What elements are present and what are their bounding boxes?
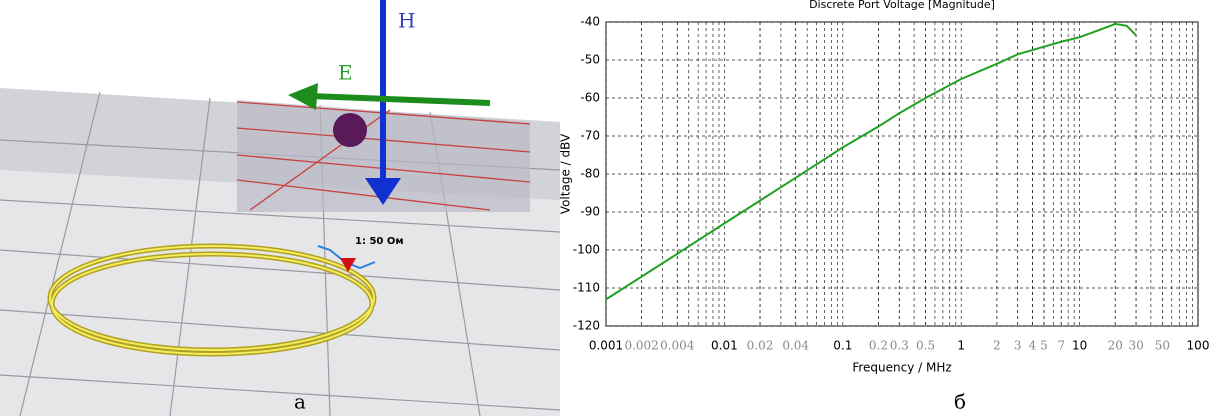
x-tick-label: 0.3 [890,339,909,353]
x-tick-label: 4 [1029,339,1037,353]
h-label: H [398,9,415,33]
x-tick-label: 0.02 [747,339,774,353]
x-tick-label: 7 [1057,339,1065,353]
x-tick-label: 0.1 [833,339,852,353]
y-axis-title: Voltage / dBV [559,133,573,214]
y-tick-label: -120 [573,319,600,333]
y-tick-label: -50 [580,53,600,67]
x-tick-label: 5 [1040,339,1048,353]
port-label: 1: 50 Ом [355,236,404,247]
x-tick-label: 1 [957,339,965,353]
y-tick-label: -60 [580,91,600,105]
y-tick-label: -90 [580,205,600,219]
x-tick-label: 0.004 [660,339,695,353]
x-tick-label: 0.2 [869,339,888,353]
x-tick-label: 0.04 [782,339,809,353]
x-tick-label: 0.01 [711,339,738,353]
y-tick-label: -100 [573,243,600,257]
x-tick-label: 10 [1072,339,1087,353]
e-label: E [338,61,353,85]
chart-title: Discrete Port Voltage [Magnitude] [809,0,995,11]
x-tick-label: 2 [993,339,1001,353]
y-tick-label: -40 [580,15,600,29]
panel-a-scene: H E 1: 50 Ом а [0,0,560,416]
x-tick-label: 50 [1155,339,1170,353]
x-axis-title: Frequency / MHz [852,361,951,375]
x-tick-label: 3 [1014,339,1022,353]
x-tick-label: 0.001 [589,339,623,353]
y-tick-label: -80 [580,167,600,181]
caption-b: б [954,390,966,414]
x-tick-label: 0.002 [624,339,658,353]
x-tick-label: 20 [1108,339,1123,353]
y-tick-label: -110 [573,281,600,295]
x-tick-label: 100 [1187,339,1210,353]
x-tick-label: 0.5 [916,339,935,353]
caption-a: а [294,390,306,414]
y-tick-label: -70 [580,129,600,143]
x-tick-label: 30 [1128,339,1143,353]
figure: H E 1: 50 Ом а б -120 -110 -100 -90 -80 -70 -6… [0,0,1217,416]
